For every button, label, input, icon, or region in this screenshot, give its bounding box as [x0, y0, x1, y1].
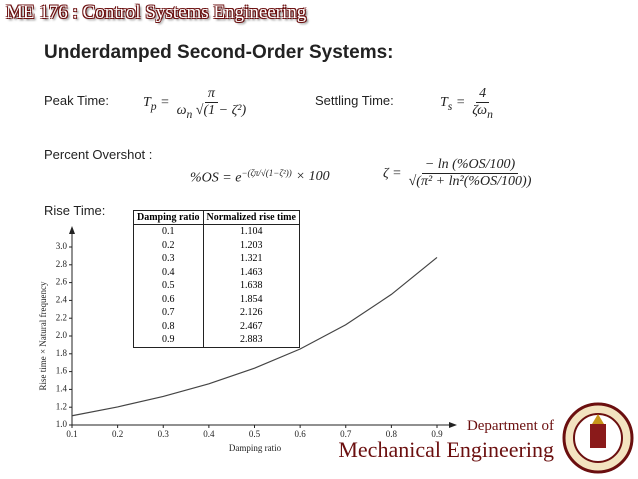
table-cell: 1.638: [202, 279, 300, 293]
table-row: 0.2 1.203: [133, 238, 300, 252]
curve: [71, 256, 438, 417]
label: Peak Time:: [44, 93, 110, 108]
math: π: [204, 86, 218, 103]
table-cell: 1.203: [202, 238, 300, 252]
y-tick-label: 1.6: [56, 366, 68, 376]
table-cell: 2.126: [202, 306, 300, 320]
y-tick-label: 2.8: [56, 259, 68, 269]
table-cell: 0.2: [133, 238, 203, 252]
math: ζω: [472, 103, 488, 118]
x-tick-label: 0.4: [203, 429, 215, 439]
table-row: 0.3 1.321: [133, 252, 300, 266]
table-cell: 1.854: [202, 292, 300, 306]
math: s: [447, 99, 453, 113]
table-row: 0.8 2.467: [133, 319, 300, 333]
x-tick-label: 0.1: [66, 429, 77, 439]
y-tick-label: 1.0: [56, 419, 68, 429]
rise-time-table: Damping ratio Normalized rise time 0.1 1.1…: [133, 210, 300, 348]
table-cell: 0.5: [133, 279, 203, 293]
table-row: 0.5 1.638: [133, 279, 300, 293]
math: × 100: [295, 169, 330, 185]
x-tick-label: 0.6: [295, 429, 307, 439]
y-tick-label: 1.4: [56, 383, 68, 393]
x-tick-label: 0.5: [249, 429, 261, 439]
table-cell: 0.3: [133, 252, 203, 266]
table-cell: 2.467: [202, 319, 300, 333]
chart: 1.01.21.41.61.82.02.22.42.62.83.00.1 0.2 0…: [38, 226, 457, 453]
formula: Tp = π ωn √(1 − ζ²): [143, 86, 247, 121]
math: ζ =: [383, 165, 402, 181]
y-tick-label: 1.2: [56, 401, 67, 411]
table-row: 0.4 1.463: [133, 265, 300, 279]
table-row: 0.7 2.126: [133, 306, 300, 320]
label: Settling Time:: [315, 93, 394, 108]
math: ω: [176, 103, 187, 118]
table-header: Normalized rise time: [202, 210, 300, 225]
footer-name: Mechanical Engineering: [338, 437, 554, 462]
y-tick-label: 2.4: [56, 294, 68, 304]
table-cell: 0.1: [133, 224, 203, 239]
course-header: ME 176 : Control Systems Engineering: [6, 2, 307, 23]
x-tick-label: 0.8: [386, 429, 398, 439]
label: Percent Overshot :: [44, 147, 153, 162]
table-row: 0.1 1.104: [133, 224, 300, 239]
math: − ln (%OS/100): [421, 157, 519, 174]
table-cell: 0.7: [133, 306, 203, 320]
table-cell: 1.463: [202, 265, 300, 279]
formula: %OS = e−(ζπ/√(1−ζ²)) × 100: [190, 168, 330, 187]
label: Rise Time:: [44, 203, 106, 218]
table-cell: 0.6: [133, 292, 203, 306]
math: T: [143, 94, 151, 110]
x-tick-label: 0.3: [158, 429, 170, 439]
math: √(π² + ln²(%OS/100)): [408, 174, 532, 189]
table-cell: 2.883: [202, 333, 300, 347]
table-row: 0.9 2.883: [133, 333, 300, 347]
math: −(ζπ/√(1−ζ²)): [241, 168, 292, 178]
x-tick-label: 0.7: [340, 429, 352, 439]
table-cell: 0.4: [133, 265, 203, 279]
y-tick-label: 1.8: [56, 348, 68, 358]
axis-arrow: [69, 226, 75, 234]
footer-department: Department of: [466, 418, 554, 434]
x-tick-label: 0.2: [112, 429, 123, 439]
formula: Ts = 4 ζωn: [440, 86, 493, 121]
math: %OS = e: [190, 170, 242, 186]
x-tick-label: 0.9: [431, 429, 443, 439]
x-axis-label: Damping ratio: [229, 443, 282, 453]
table-row: 0.6 1.854: [133, 292, 300, 306]
y-tick-label: 3.0: [56, 241, 68, 251]
axis-arrow: [449, 422, 457, 428]
math: n: [186, 107, 193, 121]
formula: ζ = − ln (%OS/100) √(π² + ln²(%OS/100)): [383, 157, 534, 190]
math: p: [150, 99, 157, 113]
table-cell: 1.104: [202, 224, 300, 239]
math: 4: [476, 86, 490, 103]
y-tick-label: 2.6: [56, 277, 68, 287]
table-cell: 0.8: [133, 319, 203, 333]
table-cell: 0.9: [133, 333, 203, 347]
math: √(1 − ζ²): [195, 103, 247, 118]
math: T: [440, 94, 448, 110]
y-tick-label: 2.0: [56, 330, 68, 340]
y-tick-label: 2.2: [56, 312, 67, 322]
table-header: Damping ratio: [133, 210, 204, 225]
math: n: [487, 107, 493, 121]
table-cell: 1.321: [202, 252, 300, 266]
slide-title: Underdamped Second-Order Systems:: [44, 42, 394, 63]
seal-logo: [562, 402, 634, 474]
y-axis-label: Rise time × Natural frequency: [38, 281, 48, 391]
